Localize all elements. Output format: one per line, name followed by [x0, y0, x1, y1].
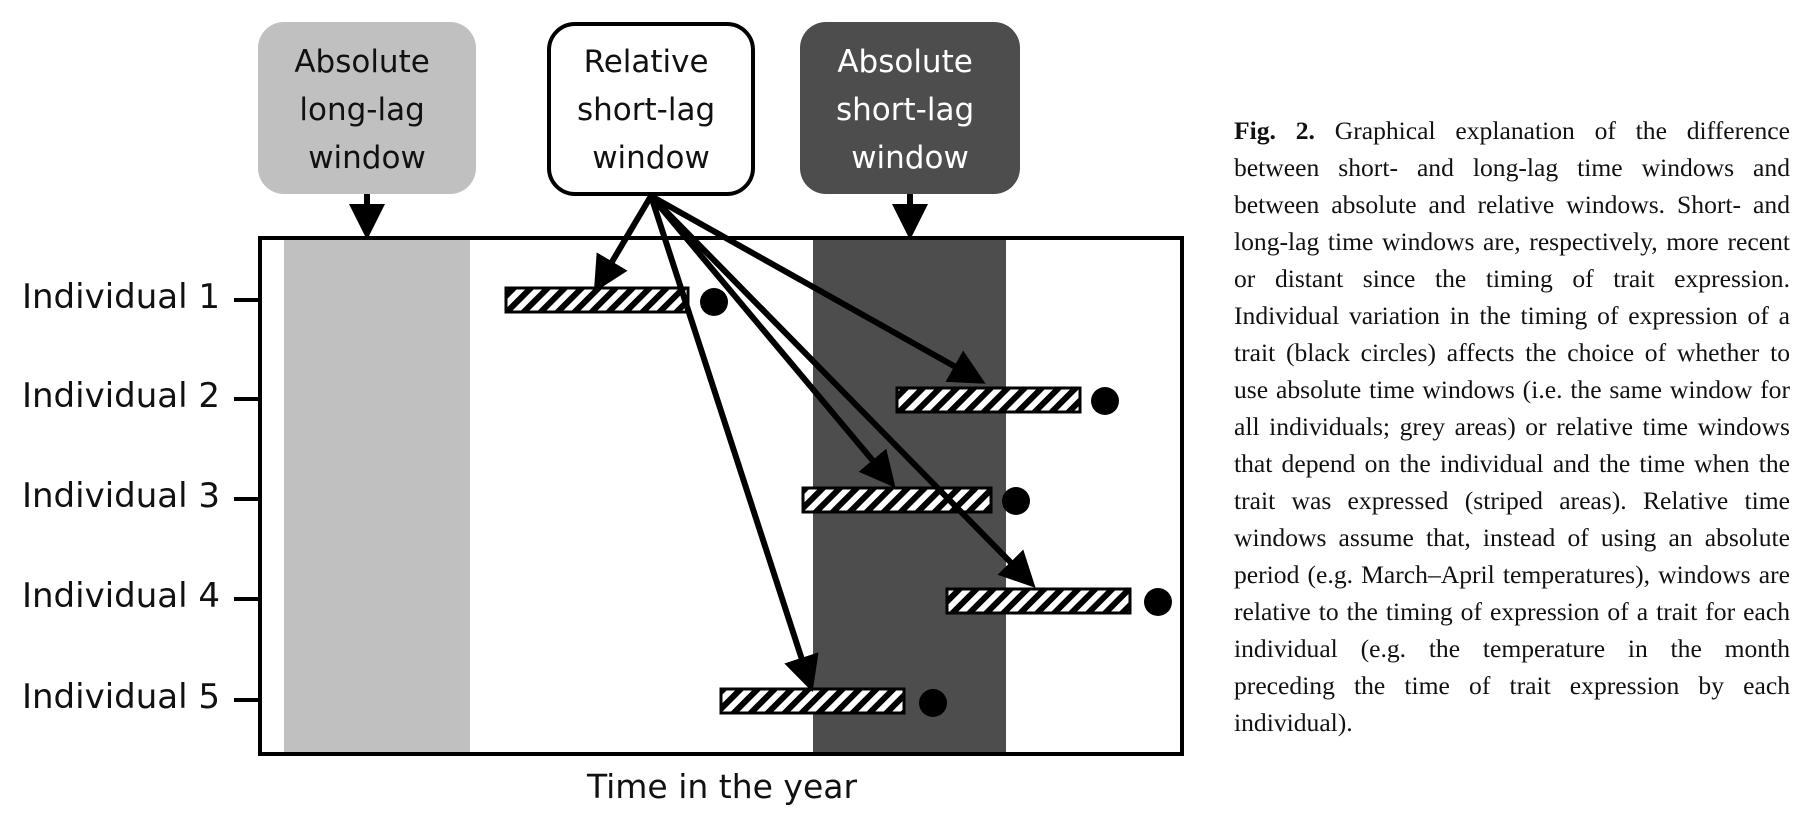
trait-expression-dot-individual-4 [1144, 588, 1172, 616]
individual-5-row: Individual 5 [22, 677, 260, 717]
trait-expression-dot-individual-2 [1091, 387, 1119, 415]
relative-window-individual-5 [719, 687, 906, 715]
absolute-long-lag-box: Absolute long-lag window [258, 22, 476, 194]
individual-5-label: Individual 5 [22, 677, 220, 717]
relative-short-lag-line3: window [592, 140, 710, 176]
absolute-long-lag-line3: window [308, 140, 426, 176]
svg-text:Absolute long-lag: Absolute long-lag window [294, 44, 439, 176]
individual-1-row: Individual 1 [22, 277, 260, 317]
individual-4-label: Individual 4 [22, 576, 220, 616]
figure-caption: Fig. 2. Graphical explanation of the dif… [1234, 112, 1790, 741]
arrow-relative-to-individual-4 [648, 193, 1036, 588]
arrow-relative-to-individual-2 [649, 193, 986, 384]
absolute-short-lag-box: Absolute short-lag window [800, 22, 1020, 194]
individual-2-label: Individual 2 [22, 376, 220, 416]
svg-text:Absolute short-lag: Absolute short-lag window [836, 44, 984, 176]
individual-3-row: Individual 3 [22, 476, 260, 516]
relative-short-lag-line1: Relative [584, 44, 709, 80]
trait-expression-dot-individual-5 [919, 689, 947, 717]
absolute-short-lag-line3: window [851, 140, 969, 176]
arrow-relative-to-individual-5 [648, 195, 819, 693]
svg-text:Relative short-lag: Relative short-lag window [577, 44, 725, 176]
figure-caption-label: Fig. 2. [1234, 116, 1315, 145]
arrow-relative-to-individual-3 [648, 194, 896, 488]
absolute-short-lag-line2: short-lag [836, 92, 974, 128]
relative-window-individual-3 [801, 486, 993, 514]
relative-short-lag-line2: short-lag [577, 92, 715, 128]
absolute-long-lag-area [284, 240, 470, 752]
relative-window-individual-1 [504, 286, 690, 314]
x-axis-label: Time in the year [586, 767, 858, 806]
individual-4-row: Individual 4 [22, 576, 260, 616]
absolute-long-lag-line1: Absolute [294, 44, 430, 80]
trait-expression-dot-individual-1 [700, 288, 728, 316]
arrow-relative-to-individual-1 [593, 194, 654, 293]
absolute-short-lag-line1: Absolute [837, 44, 973, 80]
individual-1-label: Individual 1 [22, 277, 220, 317]
figure-caption-text: Graphical explanation of the difference … [1234, 116, 1790, 737]
trait-expression-dot-individual-3 [1002, 487, 1030, 515]
individual-3-label: Individual 3 [22, 476, 220, 516]
individual-2-row: Individual 2 [22, 376, 260, 416]
relative-window-individual-4 [945, 587, 1132, 615]
relative-window-individual-2 [895, 386, 1082, 414]
relative-short-lag-box: Relative short-lag window [547, 22, 755, 196]
absolute-long-lag-line2: long-lag [299, 92, 424, 128]
